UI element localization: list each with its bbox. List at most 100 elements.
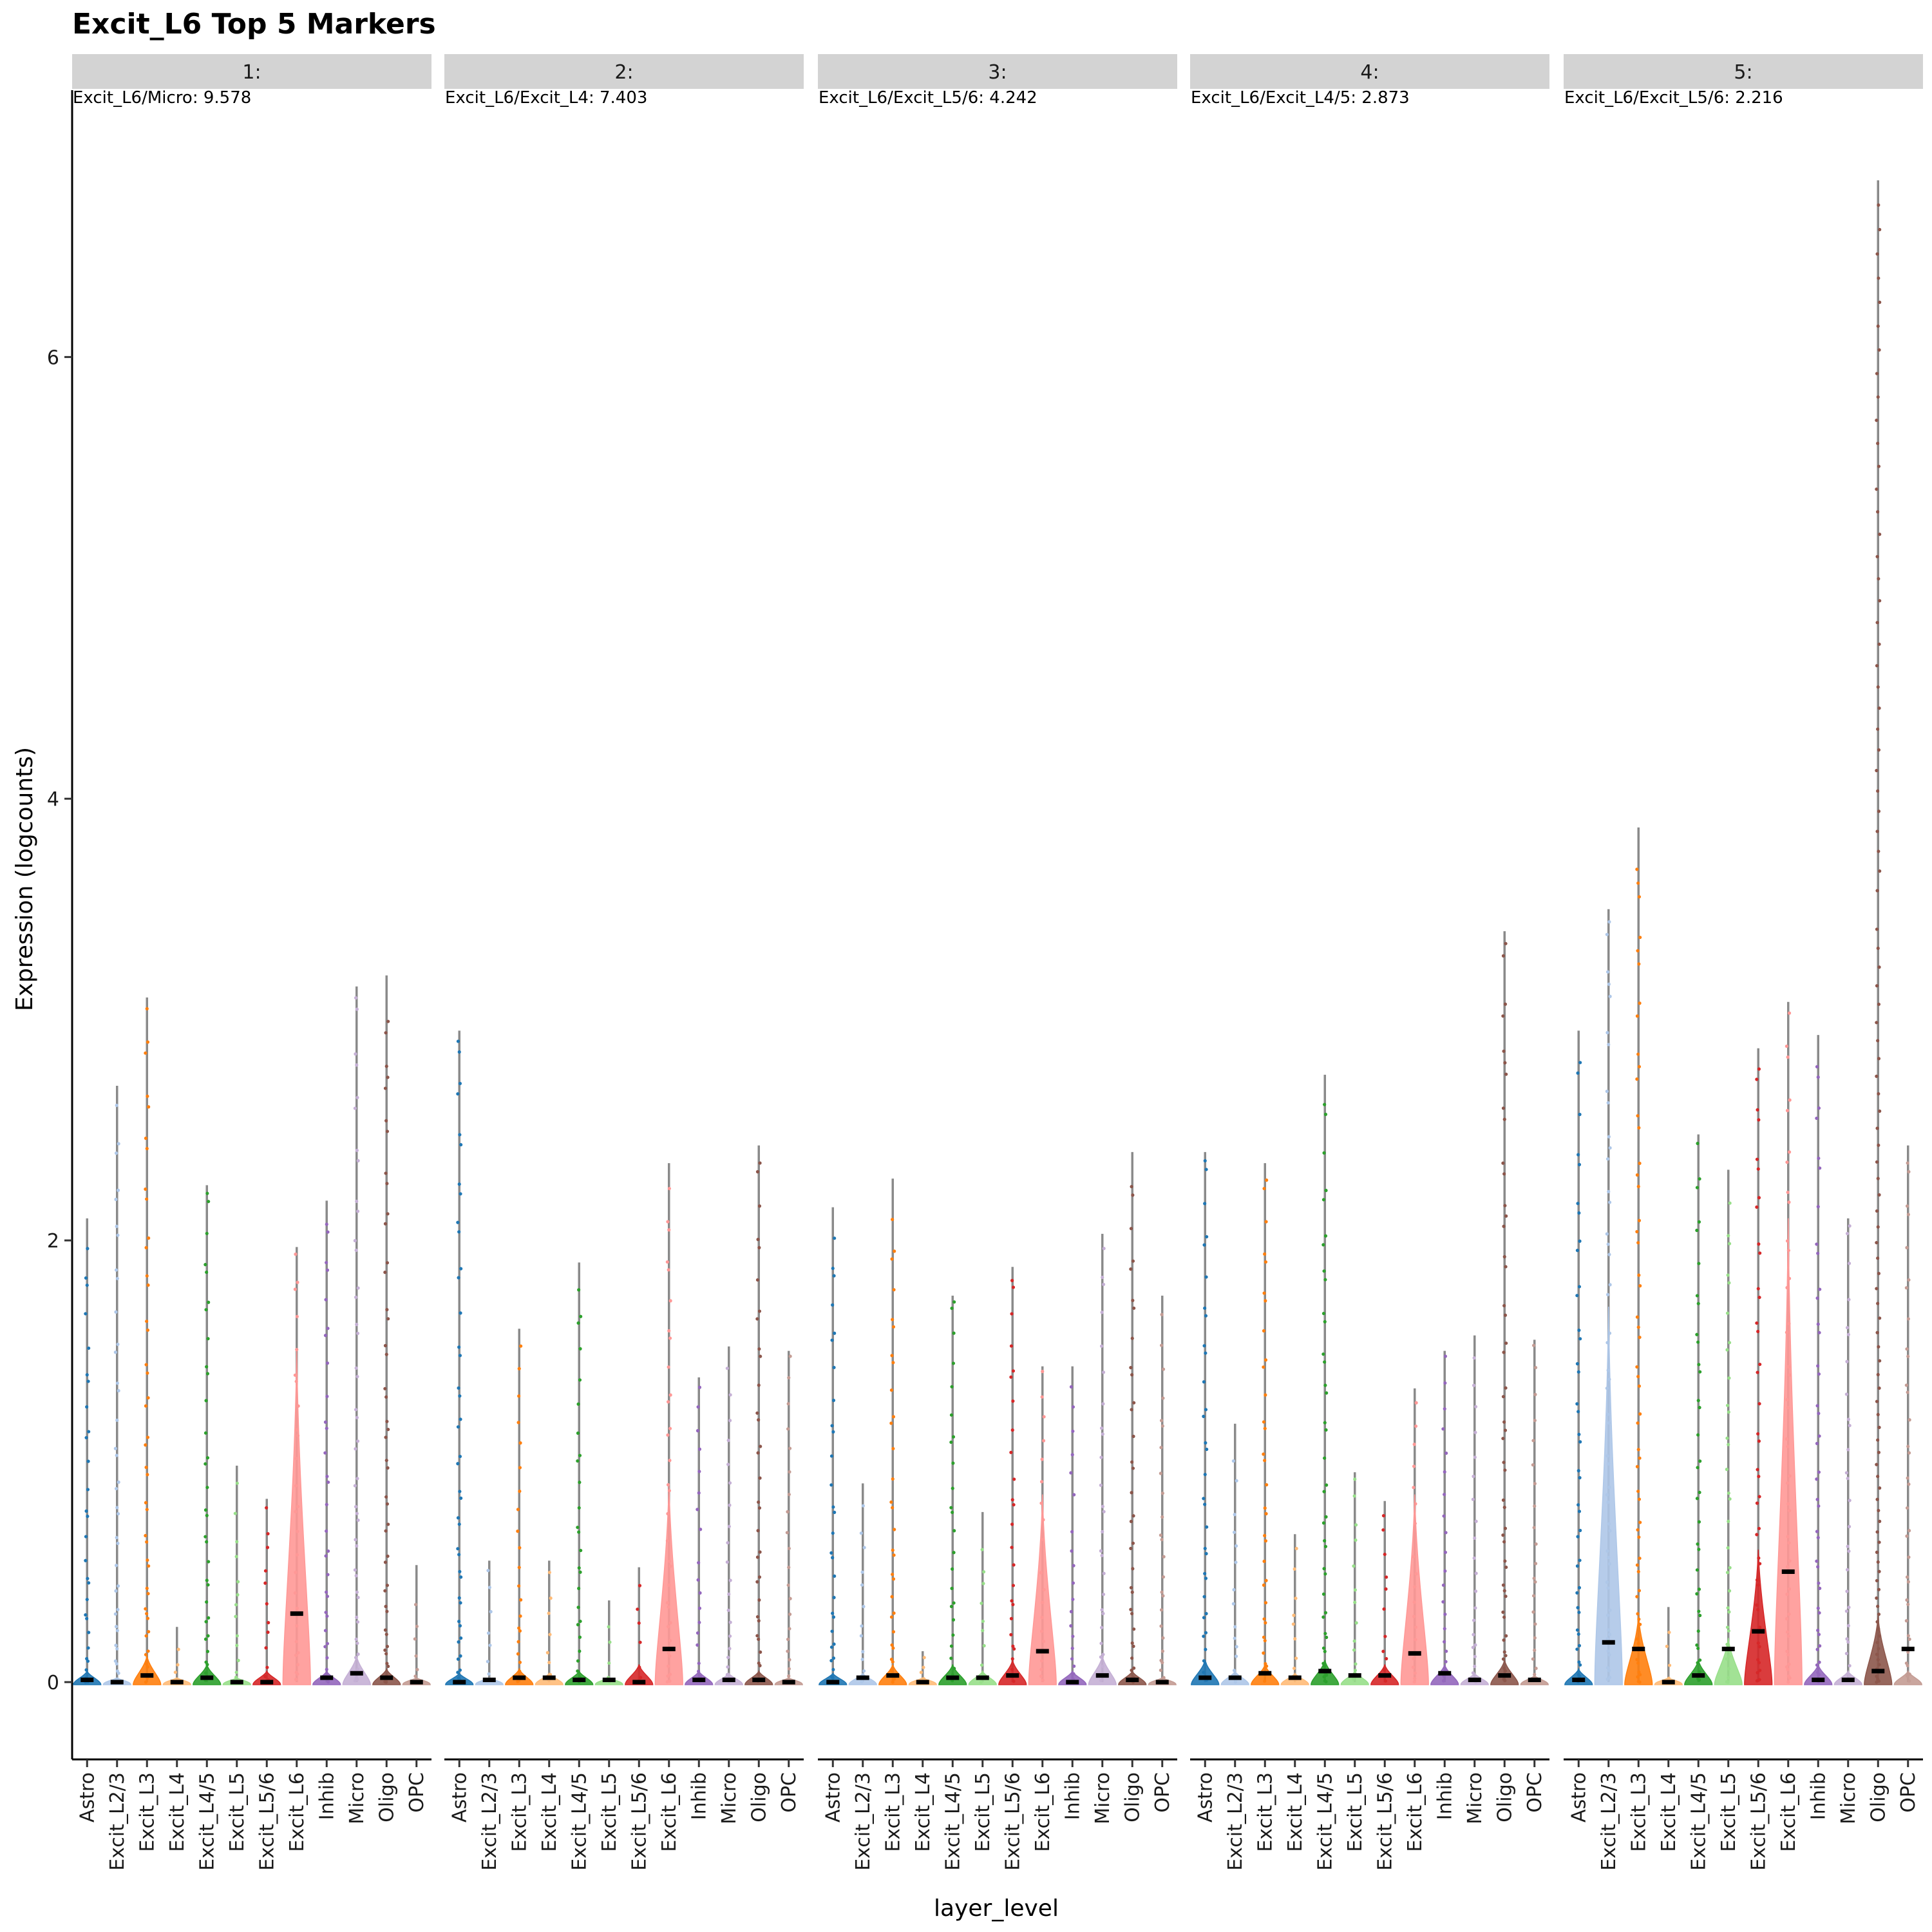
data-point — [115, 1418, 119, 1422]
data-point — [889, 1669, 893, 1673]
data-point — [696, 1508, 699, 1511]
data-point — [756, 1529, 760, 1533]
data-point — [1817, 1372, 1821, 1376]
data-point — [829, 1674, 834, 1678]
data-point — [1696, 1141, 1700, 1146]
data-point — [1414, 1401, 1418, 1405]
data-point — [146, 1473, 149, 1477]
data-point — [117, 1388, 120, 1393]
data-point — [1160, 1590, 1164, 1594]
data-point — [1876, 1474, 1880, 1479]
data-point — [327, 1680, 330, 1684]
data-point — [1876, 727, 1880, 731]
x-tick-label: Excit_L3 — [508, 1772, 531, 1852]
data-point — [86, 1514, 90, 1519]
data-point — [116, 1342, 120, 1347]
data-point — [295, 1314, 299, 1318]
data-point — [1878, 1519, 1882, 1523]
data-point — [666, 1400, 670, 1404]
data-point — [235, 1634, 239, 1638]
data-point — [831, 1611, 835, 1615]
violin-Excit_L5/6 — [1744, 1549, 1773, 1685]
data-point — [1011, 1399, 1015, 1403]
data-point — [1202, 1616, 1206, 1620]
facet-subtitle: Excit_L6/Micro: 9.578 — [73, 88, 251, 108]
data-point — [1444, 1649, 1448, 1653]
data-point — [1697, 1363, 1701, 1367]
data-point — [294, 1379, 298, 1383]
data-point — [1816, 1364, 1820, 1368]
data-point — [1132, 1434, 1135, 1438]
data-point — [84, 1613, 88, 1617]
data-point — [1695, 1643, 1699, 1647]
data-point — [1502, 1666, 1506, 1671]
data-point — [1472, 1356, 1476, 1360]
data-point — [1905, 1506, 1909, 1510]
data-point — [1324, 1515, 1328, 1519]
data-point — [1131, 1298, 1135, 1302]
data-point — [1264, 1358, 1268, 1362]
data-point — [1473, 1536, 1477, 1540]
data-point — [1204, 1631, 1208, 1634]
data-point — [1504, 1654, 1508, 1658]
data-point — [1501, 1583, 1506, 1587]
facet-strip — [72, 54, 431, 89]
data-point — [145, 1146, 149, 1151]
data-point — [355, 1323, 359, 1327]
data-point — [1232, 1530, 1236, 1534]
violin-OPC — [1893, 1669, 1922, 1685]
data-point — [1473, 1643, 1477, 1647]
data-point — [1787, 1150, 1792, 1154]
data-point — [728, 1647, 732, 1651]
data-point — [355, 1148, 359, 1152]
data-point — [1578, 1337, 1582, 1341]
data-point — [207, 1616, 211, 1620]
data-point — [1757, 1556, 1761, 1560]
data-point — [949, 1644, 954, 1648]
data-point — [1323, 1456, 1327, 1460]
data-point — [1323, 1631, 1327, 1636]
x-tick-label: Excit_L3 — [1627, 1772, 1650, 1852]
data-point — [1501, 1533, 1505, 1537]
data-point — [1607, 1676, 1612, 1680]
data-point — [1321, 1352, 1325, 1356]
data-point — [577, 1586, 581, 1591]
data-point — [952, 1300, 956, 1304]
data-point — [385, 1645, 390, 1649]
data-point — [1637, 1126, 1641, 1130]
data-point — [354, 1676, 358, 1680]
data-point — [1321, 1615, 1325, 1619]
data-point — [113, 1446, 117, 1450]
data-point — [1321, 1198, 1326, 1202]
data-point — [1877, 1345, 1880, 1349]
data-point — [1012, 1563, 1016, 1567]
data-point — [1264, 1299, 1267, 1303]
data-point — [1324, 1428, 1328, 1432]
data-point — [1323, 1664, 1327, 1668]
data-point — [1159, 1608, 1164, 1612]
data-point — [786, 1637, 790, 1642]
x-tick-label: Oligo — [748, 1772, 770, 1823]
data-point — [457, 1640, 460, 1644]
data-point — [87, 1581, 91, 1585]
data-point — [1010, 1546, 1014, 1549]
data-point — [1205, 1525, 1209, 1529]
data-point — [234, 1615, 238, 1618]
data-point — [833, 1236, 837, 1240]
data-point — [725, 1367, 729, 1370]
data-point — [1413, 1671, 1417, 1675]
data-point — [667, 1329, 671, 1333]
data-point — [1875, 1578, 1879, 1583]
data-point — [1161, 1575, 1166, 1579]
data-point — [1414, 1638, 1417, 1642]
data-point — [1755, 1578, 1759, 1582]
x-tick-label: Excit_L5/6 — [256, 1772, 278, 1871]
data-point — [1786, 1674, 1790, 1678]
data-point — [1758, 1625, 1762, 1629]
data-point — [1352, 1494, 1356, 1498]
data-point — [1262, 1617, 1266, 1621]
data-point — [1848, 1423, 1852, 1428]
data-point — [1324, 1188, 1328, 1193]
facet-strip-label: 2: — [614, 61, 633, 84]
data-point — [1131, 1466, 1135, 1470]
